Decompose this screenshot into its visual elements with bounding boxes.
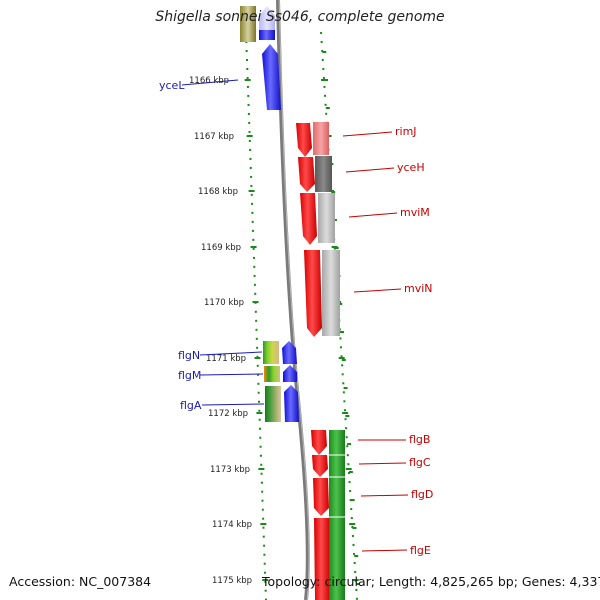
reverse-strand-genes [296,123,330,600]
gene-arrow-flgB [311,430,327,455]
gene-label-yceH[interactable]: yceH [397,161,425,174]
tick-label-1173: 1173 kbp [210,465,250,475]
gene-arrow-flgD [313,478,329,516]
left-gene-labels: yceL flgN flgM flgA [159,79,265,412]
cog-blocks-right [313,122,345,600]
tick-labels: 1166 kbp 1167 kbp 1168 kbp 1169 kbp 1170… [189,76,252,586]
gene-label-mviN[interactable]: mviN [404,282,433,295]
genome-summary-text: Topology: circular; Length: 4,825,265 bp… [262,574,600,589]
gene-arrow-flgM [283,365,297,382]
gene-label-flgC[interactable]: flgC [409,456,431,469]
tick-label-1172: 1172 kbp [208,409,248,419]
tick-label-1166: 1166 kbp [189,76,229,86]
right-gene-labels: rimJ yceH mviM mviN flgB flgC flgD flgE [342,125,433,557]
gene-arrow-mviM [300,193,317,245]
gene-label-flgN[interactable]: flgN [178,349,200,362]
gene-label-rimJ[interactable]: rimJ [395,125,417,138]
map-title: Shigella sonnei Ss046, complete genome [155,9,445,25]
gene-arrow-flgC [312,455,328,477]
tick-label-1174: 1174 kbp [212,520,252,530]
tick-label-1171: 1171 kbp [206,354,246,364]
gene-arrow-yceH [298,157,315,192]
gene-arrow-mviN [304,250,322,337]
cog-block-flgN [263,341,279,364]
gene-label-flgB[interactable]: flgB [409,433,430,446]
gene-arrow-flgE [314,518,330,600]
cog-block-flgM [264,366,280,382]
gene-label-flgE[interactable]: flgE [410,544,431,557]
cog-block-top [240,6,256,42]
gene-arrow-flgA [284,385,299,422]
tick-label-1168: 1168 kbp [198,187,238,197]
gene-label-flgM[interactable]: flgM [178,369,201,382]
gene-arrow-rimJ [296,123,312,157]
accession-text: Accession: NC_007384 [9,574,152,589]
gene-arrow-yceL [262,44,281,110]
gene-label-flgA[interactable]: flgA [180,399,202,412]
gene-label-yceL[interactable]: yceL [159,79,185,92]
gene-label-flgD[interactable]: flgD [411,488,433,501]
gene-arrow-flgN [282,341,297,364]
flg-cluster-left [263,341,299,422]
tick-label-1175: 1175 kbp [212,576,252,586]
genome-backbone [276,0,310,600]
gene-label-mviM[interactable]: mviM [400,206,430,219]
tick-label-1167: 1167 kbp [194,132,234,142]
tick-label-1170: 1170 kbp [204,298,244,308]
cog-block-flgA [265,386,281,422]
tick-label-1169: 1169 kbp [201,243,241,253]
